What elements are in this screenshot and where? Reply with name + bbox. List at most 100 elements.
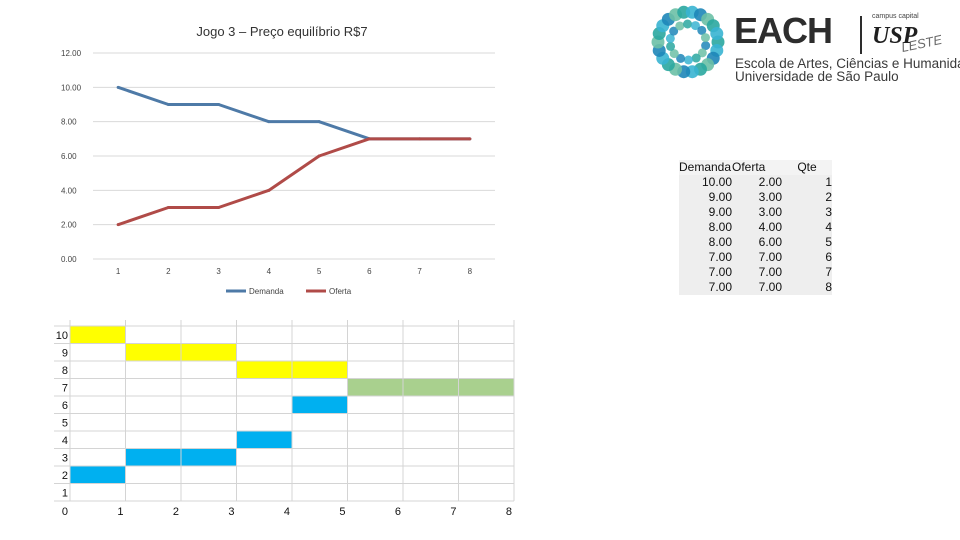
logo-ring-dot	[701, 41, 711, 51]
data-point	[116, 85, 120, 89]
series-line-demanda	[117, 85, 470, 141]
table-row: 7.00 7.00 6	[679, 250, 832, 265]
data-table: Demanda Oferta Qte 10.00 2.00 1 9.00 3.00 2 …	[679, 160, 832, 295]
logo-ring-dot	[700, 33, 710, 43]
data-point	[468, 137, 472, 141]
table-row: 9.00 3.00 3	[679, 205, 832, 220]
logo-ring-dot	[691, 53, 701, 63]
data-point	[217, 103, 221, 106]
grid-y-label: 6	[62, 400, 68, 412]
table-row: 7.00 7.00 7	[679, 265, 832, 280]
grid-cell-oferta	[181, 448, 237, 466]
grid-cell-oferta	[236, 431, 292, 449]
table-cell: 4.00	[732, 220, 782, 235]
data-point	[317, 154, 321, 158]
grid-x-label: 3	[228, 506, 234, 518]
chart-title: Jogo 3 – Preço equilíbrio R$7	[196, 24, 367, 39]
x-tick-label: 8	[468, 267, 473, 276]
table-row: 10.00 2.00 1	[679, 175, 832, 190]
logo-usp-text: USP	[872, 23, 918, 49]
each-usp-logo: EACH campus capital USP LESTE Escola de …	[648, 2, 960, 88]
y-tick-label: 8.00	[61, 118, 77, 127]
y-tick-label: 0.00	[61, 255, 77, 264]
logo-ring-dot	[669, 26, 679, 36]
grid-x-label: 1	[117, 506, 123, 518]
logo-university-name: Universidade de São Paulo	[735, 69, 899, 84]
table-cell: 8.00	[679, 235, 732, 250]
table-cell: 6.00	[732, 235, 782, 250]
grid-y-label: 1	[62, 488, 68, 500]
grid-cell-demanda	[125, 343, 181, 361]
table-cell: 1	[782, 175, 832, 190]
grid-x-label: 5	[339, 506, 345, 518]
grid-x-label: 8	[506, 506, 512, 518]
grid-y-label: 7	[62, 383, 68, 395]
logo-ring-dot	[683, 19, 693, 29]
x-tick-label: 1	[116, 267, 121, 276]
grid-y-label: 4	[62, 435, 68, 447]
logo-ring-icon	[651, 5, 725, 79]
grid-cell-equilibrio	[458, 378, 514, 396]
table-cell: 2.00	[732, 175, 782, 190]
legend-label-oferta: Oferta	[329, 287, 352, 296]
logo-ring-dot	[697, 48, 707, 58]
logo-divider	[860, 16, 862, 54]
x-tick-label: 5	[317, 267, 322, 276]
grid-y-label: 8	[62, 365, 68, 377]
y-tick-label: 10.00	[61, 83, 82, 92]
table-cell: 7.00	[732, 250, 782, 265]
grid-x-label: 0	[62, 506, 68, 518]
grid-x-label: 7	[450, 506, 456, 518]
data-point	[166, 103, 170, 106]
table-cell: 7	[782, 265, 832, 280]
grid-y-label: 5	[62, 418, 68, 430]
legend-label-demanda: Demanda	[249, 287, 284, 296]
x-tick-label: 6	[367, 267, 372, 276]
x-tick-label: 7	[417, 267, 422, 276]
logo-ring-dot	[666, 41, 676, 51]
logo-campus-label: campus capital	[872, 13, 919, 20]
grid-y-label: 10	[56, 330, 68, 342]
grid-cell-demanda	[236, 361, 292, 379]
table-cell: 7.00	[732, 265, 782, 280]
table-cell: 3.00	[732, 205, 782, 220]
logo-ring-dot	[683, 55, 693, 65]
table-cell: 5	[782, 235, 832, 250]
logo-ring-dot	[710, 27, 724, 41]
table-cell: 4	[782, 220, 832, 235]
logo-ring-dot	[675, 21, 685, 31]
table-row: 8.00 6.00 5	[679, 235, 832, 250]
table-header-oferta: Oferta	[732, 160, 782, 175]
grid-y-label: 2	[62, 470, 68, 482]
grid-y-label: 9	[62, 348, 68, 360]
table-row: 7.00 7.00 8	[679, 280, 832, 295]
table-cell: 7.00	[679, 265, 732, 280]
data-point	[418, 137, 422, 141]
data-point	[267, 120, 271, 124]
logo-school-name: Escola de Artes, Ciências e Humanidades	[735, 56, 960, 71]
y-tick-label: 12.00	[61, 49, 82, 58]
table-cell: 8.00	[679, 220, 732, 235]
x-tick-label: 3	[216, 267, 221, 276]
grid-cell-demanda	[181, 343, 237, 361]
data-point	[166, 206, 170, 209]
grid-cell-demanda	[292, 361, 348, 379]
series-line-oferta	[117, 137, 470, 227]
table-cell: 10.00	[679, 175, 732, 190]
line-chart: Jogo 3 – Preço equilíbrio R$7 0.00 2.00 4.0…	[61, 24, 495, 296]
logo-ring-dot	[669, 49, 679, 59]
grid-cell-demanda	[70, 326, 126, 344]
grid-x-label: 6	[395, 506, 401, 518]
grid-cell-oferta	[125, 448, 181, 466]
data-point	[317, 120, 321, 124]
grid-y-label: 3	[62, 453, 68, 465]
logo-ring-dot	[690, 21, 700, 31]
data-point	[367, 137, 371, 141]
table-cell: 7.00	[679, 280, 732, 295]
y-tick-label: 6.00	[61, 152, 77, 161]
grid-cell-oferta	[70, 466, 126, 484]
grid-x-label: 2	[173, 506, 179, 518]
data-point	[116, 223, 120, 227]
table-cell: 6	[782, 250, 832, 265]
